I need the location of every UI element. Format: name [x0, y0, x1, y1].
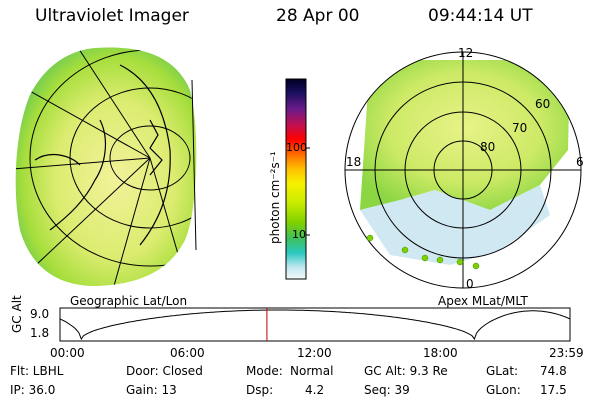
time-label: 09:44:14 UT — [428, 6, 533, 26]
polar-diffuse-region — [360, 185, 550, 265]
polar-point — [366, 234, 374, 242]
info-glon-label: GLon: — [486, 383, 521, 397]
polar-point — [436, 256, 444, 264]
polar-point — [421, 254, 429, 262]
instrument-title: Ultraviolet Imager — [35, 6, 189, 26]
altitude-ylabel: GC Alt — [10, 295, 24, 333]
polar-label-lat-60: 60 — [535, 97, 551, 111]
altitude-xtick-0600: 06:00 — [170, 346, 205, 360]
polar-point — [456, 258, 464, 266]
polar-label-lat-70: 70 — [512, 121, 528, 135]
altitude-plot — [59, 307, 571, 342]
altitude-xtick-2359: 23:59 — [549, 346, 584, 360]
info-mode-label: Mode: — [246, 364, 283, 378]
altitude-ytick-1: 1.8 — [30, 326, 50, 340]
polar-label-12: 12 — [458, 46, 474, 60]
date-label: 28 Apr 00 — [276, 6, 360, 26]
polar-label-lat-80: 80 — [480, 140, 496, 154]
info-glat-label: GLat: — [486, 364, 519, 378]
info-door: Door: Closed — [126, 364, 203, 378]
info-gc-alt: GC Alt: 9.3 Re — [364, 364, 448, 378]
polar-point — [401, 246, 409, 254]
altitude-ytick-9: 9.0 — [30, 307, 50, 321]
info-gain: Gain: 13 — [126, 383, 177, 397]
info-flt: Flt: LBHL — [10, 364, 64, 378]
colorbar-unit-label: photon cm⁻²s⁻¹ — [268, 151, 282, 244]
colorbar-tick-label-10: 10 — [292, 228, 306, 241]
altitude-xtick-0000: 00:00 — [50, 346, 85, 360]
altitude-plot-frame — [59, 307, 571, 342]
apex-caption: Apex MLat/MLT — [438, 294, 528, 308]
colorbar-gradient — [285, 78, 307, 280]
polar-label-18: 18 — [346, 155, 362, 169]
geographic-edge — [191, 79, 197, 251]
altitude-xtick-1800: 18:00 — [423, 346, 458, 360]
geographic-caption: Geographic Lat/Lon — [70, 294, 188, 308]
info-glon-value: 17.5 — [540, 383, 567, 397]
info-dsp-label: Dsp: — [246, 383, 274, 397]
info-seq: Seq: 39 — [364, 383, 410, 397]
colorbar — [285, 78, 310, 280]
geographic-image — [15, 47, 197, 287]
polar-point — [472, 262, 480, 270]
info-dsp-value: 4.2 — [305, 383, 325, 397]
info-glat-value: 74.8 — [540, 364, 567, 378]
info-mode-value: Normal — [290, 364, 334, 378]
geographic-emission-region — [15, 47, 197, 287]
altitude-xtick-1200: 12:00 — [297, 346, 332, 360]
polar-label-0: 0 — [466, 277, 474, 291]
colorbar-tick-label-100: 100 — [286, 141, 307, 154]
info-ip: IP: 36.0 — [10, 383, 56, 397]
altitude-curve — [59, 309, 571, 341]
polar-label-6: 6 — [576, 155, 584, 169]
apex-polar-plot — [344, 51, 582, 289]
